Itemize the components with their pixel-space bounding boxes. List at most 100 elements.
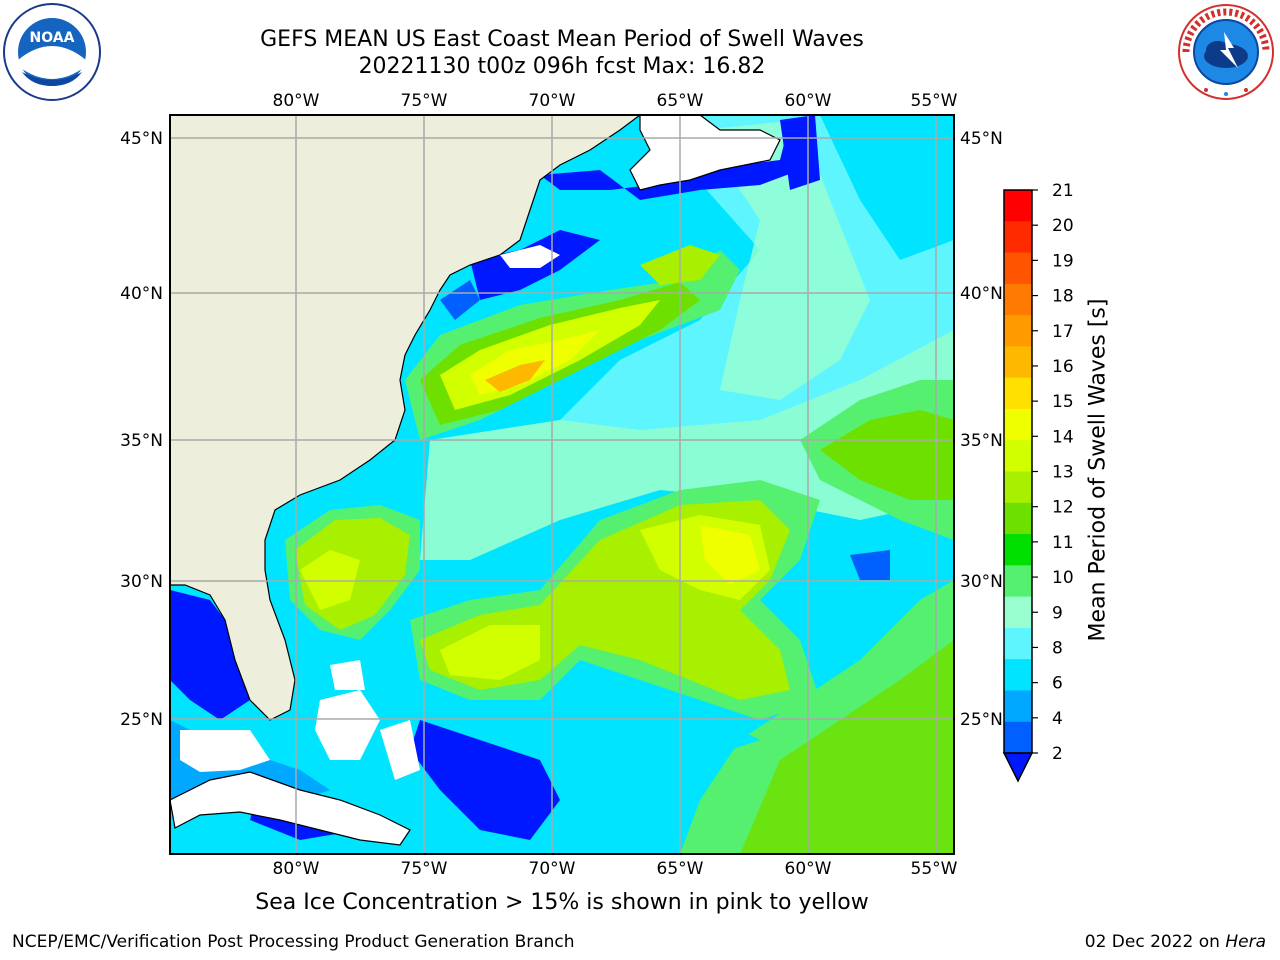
colorbar-tick-label: 13 xyxy=(1052,463,1074,483)
colorbar-tick-label: 16 xyxy=(1052,357,1074,377)
colorbar-segment xyxy=(1004,283,1032,316)
colorbar-extend-arrow xyxy=(1002,752,1034,783)
lon-label: 55°W xyxy=(911,91,958,111)
map-frame xyxy=(169,114,955,855)
land-florida-keys xyxy=(180,730,270,772)
colorbar-segment xyxy=(1004,565,1032,598)
swell-zone xyxy=(300,550,360,610)
footer-date: 02 Dec 2022 on Hera xyxy=(1085,932,1266,952)
lon-label: 80°W xyxy=(273,859,320,879)
swell-zone xyxy=(700,525,760,585)
lat-label: 45°N xyxy=(960,129,1003,149)
land-bahamas xyxy=(315,690,380,760)
colorbar-tick-label: 14 xyxy=(1052,427,1074,447)
colorbar-tick-label: 17 xyxy=(1052,322,1074,342)
footer-host: Hera xyxy=(1225,932,1266,952)
swell-zone xyxy=(410,720,560,840)
colorbar-segment xyxy=(1004,721,1032,754)
colorbar-segment xyxy=(1004,502,1032,535)
colorbar-segment xyxy=(1004,252,1032,285)
lat-label: 45°N xyxy=(120,129,163,149)
colorbar-tick-label: 19 xyxy=(1052,251,1074,271)
map-gridlines xyxy=(170,115,954,854)
colorbar-tick-label: 12 xyxy=(1052,498,1074,518)
lat-label: 30°N xyxy=(120,572,163,592)
colorbar-tick-label: 18 xyxy=(1052,287,1074,307)
lat-label: 30°N xyxy=(960,572,1003,592)
colorbar-segment xyxy=(1004,190,1032,222)
colorbar-segment xyxy=(1004,440,1032,472)
lon-label: 60°W xyxy=(785,91,832,111)
lon-labels-top: 80°W 75°W 70°W 65°W 60°W 55°W xyxy=(273,91,958,111)
footer-credit: NCEP/EMC/Verification Post Processing Pr… xyxy=(12,932,575,952)
colorbar-tick-label: 15 xyxy=(1052,392,1074,412)
lat-labels-right: 45°N 40°N 35°N 30°N 25°N xyxy=(960,129,1003,730)
land-long-island xyxy=(500,245,560,268)
lon-label: 70°W xyxy=(529,91,576,111)
swell-zone xyxy=(170,590,250,720)
national-weather-service-logo-icon xyxy=(1178,4,1274,100)
lon-label: 65°W xyxy=(657,859,704,879)
colorbar-tick-label: 21 xyxy=(1052,181,1074,201)
swell-zone xyxy=(485,360,545,392)
swell-zone xyxy=(700,120,870,400)
lat-label: 40°N xyxy=(120,284,163,304)
colorbar-tick-label: 8 xyxy=(1052,638,1063,658)
colorbar-segment xyxy=(1004,627,1032,660)
colorbar-segment xyxy=(1004,690,1032,723)
colorbar-segment xyxy=(1004,408,1032,441)
lon-labels-bottom: 80°W 75°W 70°W 65°W 60°W 55°W xyxy=(273,859,958,879)
lon-label: 55°W xyxy=(911,859,958,879)
map-title: GEFS MEAN US East Coast Mean Period of S… xyxy=(260,27,864,52)
swell-zone xyxy=(820,410,954,500)
colorbar-tick-label: 6 xyxy=(1052,674,1063,694)
swell-zone xyxy=(850,550,890,580)
colorbar-tick-label: 9 xyxy=(1052,603,1063,623)
colorbar-segment xyxy=(1004,534,1032,566)
swell-zone xyxy=(540,120,810,200)
lat-label: 35°N xyxy=(120,431,163,451)
lat-label: 40°N xyxy=(960,284,1003,304)
colorbar-segment xyxy=(1004,377,1032,410)
swell-zone xyxy=(440,280,480,320)
land-cuba xyxy=(170,771,411,846)
colorbar: 21 20 19 18 17 16 15 14 13 12 11 10 9 8 6 4 2 xyxy=(1002,181,1074,783)
swell-zone xyxy=(440,625,540,680)
lon-label: 80°W xyxy=(273,91,320,111)
sea-ice-note: Sea Ice Concentration > 15% is shown in … xyxy=(255,890,869,915)
colorbar-segment xyxy=(1004,346,1032,379)
lat-label: 25°N xyxy=(120,710,163,730)
colorbar-segment xyxy=(1004,659,1032,691)
swell-zone xyxy=(560,680,760,760)
colorbar-segment xyxy=(1004,315,1032,347)
lon-label: 70°W xyxy=(529,859,576,879)
land-maritimes xyxy=(629,115,781,191)
land-bahamas xyxy=(380,720,420,780)
colorbar-title: Mean Period of Swell Waves [s] xyxy=(1085,298,1111,642)
colorbar-tick-label: 4 xyxy=(1052,709,1063,729)
lon-label: 60°W xyxy=(785,859,832,879)
colorbar-segment xyxy=(1004,471,1032,504)
lon-label: 75°W xyxy=(401,859,448,879)
colorbar-tick-label: 10 xyxy=(1052,568,1074,588)
colorbar-tick-label: 11 xyxy=(1052,533,1074,553)
lat-label: 35°N xyxy=(960,431,1003,451)
colorbar-tick-label: 20 xyxy=(1052,216,1074,236)
land-us-east-coast xyxy=(170,115,641,721)
map-subtitle: 20221130 t00z 096h fcst Max: 16.82 xyxy=(358,54,766,79)
lat-labels-left: 45°N 40°N 35°N 30°N 25°N xyxy=(120,129,163,730)
colorbar-segment xyxy=(1004,596,1032,629)
lat-label: 25°N xyxy=(960,710,1003,730)
colorbar-segment xyxy=(1004,221,1032,254)
svg-text:NOAA: NOAA xyxy=(30,30,75,46)
noaa-logo-icon: NOAA xyxy=(3,3,101,101)
colorbar-tick-label: 2 xyxy=(1052,744,1063,764)
lon-label: 65°W xyxy=(657,91,704,111)
lon-label: 75°W xyxy=(401,91,448,111)
footer-date-text: 02 Dec 2022 on xyxy=(1084,932,1226,952)
land-bahamas xyxy=(330,660,365,690)
map-field xyxy=(170,115,954,854)
swell-zone xyxy=(780,115,820,190)
swell-zone xyxy=(740,640,954,854)
